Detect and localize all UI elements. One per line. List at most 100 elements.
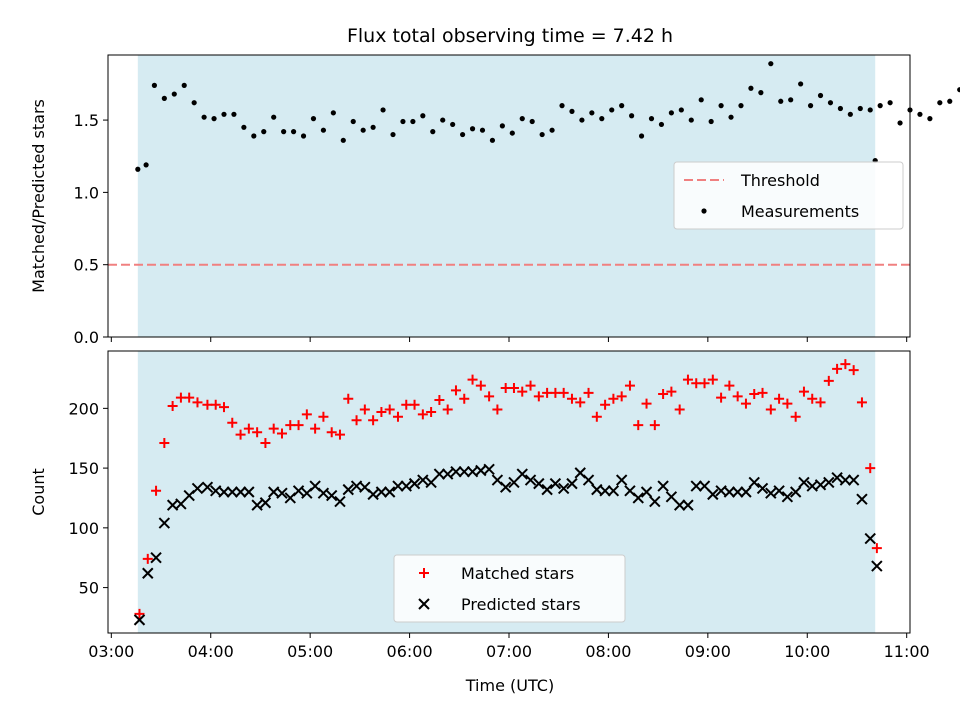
data-point (582, 474, 595, 486)
data-point (690, 480, 702, 492)
data-point (340, 137, 346, 143)
legend-box (673, 161, 904, 230)
legend-x-swatch (418, 598, 430, 610)
data-point (648, 116, 655, 122)
data-point (827, 100, 834, 106)
data-point (807, 393, 818, 404)
data-point (368, 415, 379, 426)
data-point (301, 409, 312, 420)
ratio-panel: 0.0 0.5 1.0 1.5 Matched/Predicted stars Thres… (29, 54, 960, 347)
data-point (310, 423, 321, 434)
data-point (525, 380, 536, 391)
chart-title: Flux total observing time = 7.42 h (347, 25, 673, 47)
y-tick-label: 50 (79, 579, 99, 598)
data-point (773, 485, 785, 497)
y-tick-label: 1.5 (74, 111, 99, 130)
data-point (798, 386, 809, 397)
data-point (261, 129, 267, 135)
data-point (589, 110, 595, 116)
data-point (310, 116, 317, 122)
data-point (871, 543, 882, 554)
data-point (738, 103, 744, 109)
legend-label: Predicted stars (461, 595, 581, 614)
data-point (732, 391, 743, 402)
legend-dot-swatch (701, 208, 707, 214)
data-point (649, 420, 660, 431)
data-point (142, 567, 154, 579)
data-point (276, 487, 288, 499)
data-point (251, 133, 257, 139)
data-point (768, 61, 774, 67)
data-point (234, 486, 247, 498)
data-point (499, 123, 505, 129)
data-point (268, 423, 279, 434)
data-point (708, 118, 714, 125)
data-point (840, 359, 851, 370)
x-tick-label: 08:00 (585, 642, 631, 661)
data-point (848, 365, 859, 376)
data-point (957, 87, 960, 93)
legend: Matched stars Predicted stars (393, 554, 626, 623)
data-point (856, 493, 868, 505)
data-point (151, 82, 157, 88)
data-point (608, 393, 619, 404)
data-point (359, 404, 370, 415)
data-point (583, 387, 594, 398)
data-point (723, 486, 736, 498)
data-point (599, 116, 605, 122)
data-point (947, 98, 953, 104)
data-point (218, 402, 229, 413)
y-tick-label: 0.0 (74, 328, 99, 347)
data-point (417, 474, 429, 486)
data-point (384, 404, 395, 415)
data-point (259, 497, 272, 509)
data-point (748, 476, 760, 489)
data-point (158, 517, 171, 529)
data-point (392, 480, 404, 492)
y-tick-label: 150 (68, 459, 99, 478)
data-point (226, 486, 238, 498)
data-point (350, 118, 356, 125)
data-point (400, 480, 412, 492)
data-point (167, 400, 178, 411)
data-point (367, 488, 379, 501)
data-point (243, 423, 254, 434)
data-point (181, 82, 187, 88)
data-point (390, 131, 396, 138)
data-point (475, 380, 486, 391)
data-point (688, 117, 694, 123)
data-point (591, 411, 602, 422)
data-point (408, 477, 421, 490)
data-point (441, 468, 454, 480)
series-measurements (135, 61, 960, 172)
data-point (579, 117, 585, 123)
data-point (682, 499, 694, 511)
data-point (749, 389, 760, 400)
data-point (221, 111, 227, 117)
data-point (509, 130, 515, 136)
series-matched-stars (134, 359, 882, 619)
data-point (133, 614, 146, 626)
data-point (707, 488, 719, 501)
data-point (334, 429, 345, 440)
data-point (557, 482, 570, 495)
data-point (420, 113, 426, 119)
data-point (666, 386, 677, 397)
y-axis-label: Matched/Predicted stars (29, 99, 48, 293)
data-point (566, 393, 577, 404)
data-point (342, 483, 354, 496)
data-point (499, 481, 512, 493)
data-point (426, 406, 437, 417)
data-point (847, 474, 860, 486)
data-point (409, 399, 420, 410)
data-point (616, 391, 627, 402)
data-point (897, 120, 903, 126)
data-point (325, 489, 338, 502)
data-point (227, 417, 238, 428)
data-point (778, 98, 784, 104)
data-point (135, 166, 141, 172)
data-point (782, 398, 793, 409)
x-tick-label: 09:00 (685, 642, 731, 661)
data-point (632, 492, 644, 504)
data-point (410, 118, 416, 125)
